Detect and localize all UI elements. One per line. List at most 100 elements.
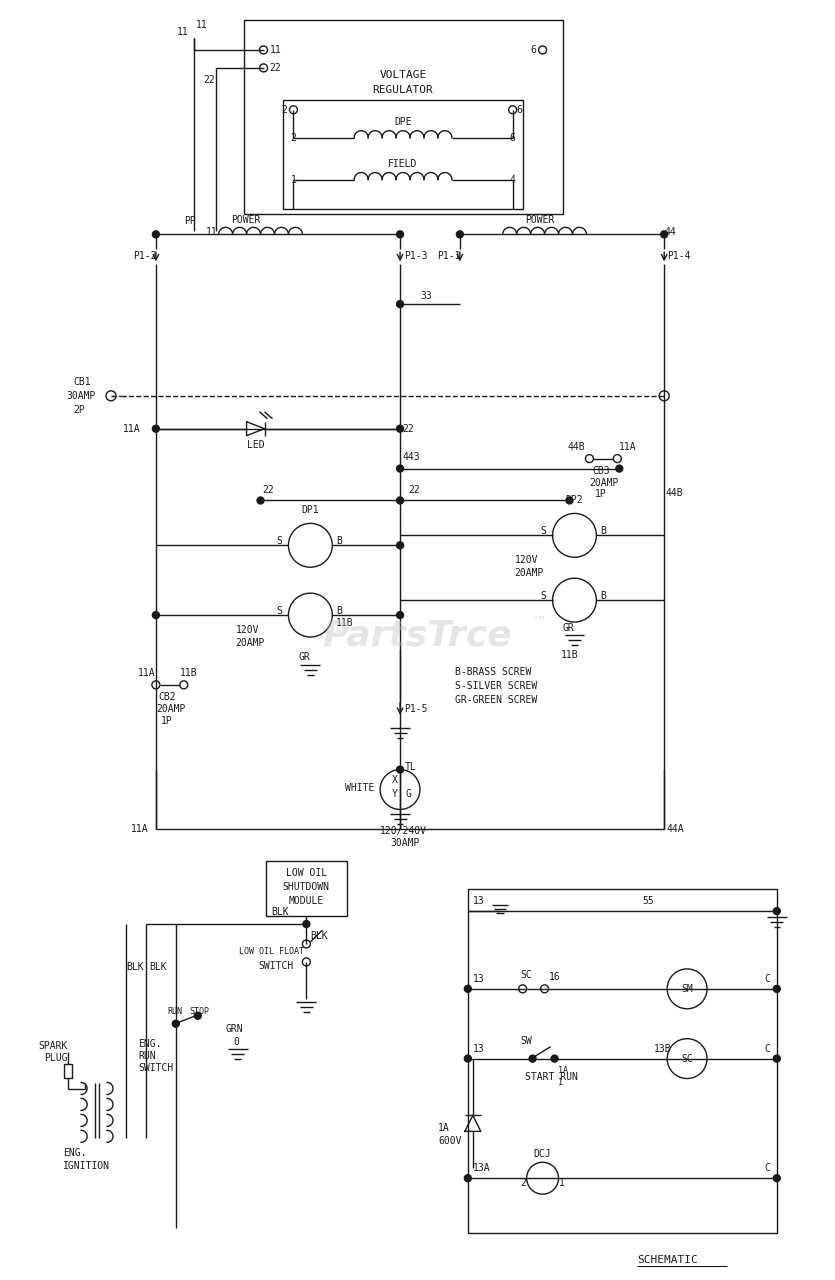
Text: B: B — [337, 607, 342, 616]
Text: 120/240V: 120/240V — [380, 827, 428, 836]
Text: B: B — [600, 526, 606, 536]
Text: TL: TL — [405, 762, 417, 772]
Text: 11: 11 — [177, 27, 189, 37]
Text: 20AMP: 20AMP — [235, 637, 265, 648]
Text: S-SILVER SCREW: S-SILVER SCREW — [455, 681, 537, 691]
Text: C: C — [765, 1164, 771, 1174]
Text: 2: 2 — [291, 133, 296, 142]
Text: MODULE: MODULE — [289, 896, 324, 906]
Text: SC: SC — [521, 970, 533, 980]
Text: B: B — [337, 536, 342, 547]
Circle shape — [303, 920, 310, 928]
Text: C: C — [765, 974, 771, 984]
Text: 1A: 1A — [558, 1066, 568, 1075]
Text: POWER: POWER — [525, 215, 554, 225]
Text: 1: 1 — [559, 1178, 564, 1188]
Text: VOLTAGE: VOLTAGE — [379, 70, 427, 79]
Text: 1P: 1P — [161, 716, 173, 726]
Text: 44B: 44B — [665, 489, 683, 498]
Text: S: S — [540, 591, 546, 602]
Text: 13: 13 — [473, 974, 484, 984]
Circle shape — [616, 465, 623, 472]
Bar — [468, 890, 777, 1233]
Circle shape — [464, 986, 471, 992]
Text: LED: LED — [246, 439, 265, 449]
Text: BLK: BLK — [311, 931, 328, 941]
Text: IGNITION: IGNITION — [63, 1161, 110, 1171]
Text: 13A: 13A — [473, 1164, 490, 1174]
Text: 30AMP: 30AMP — [66, 390, 95, 401]
Circle shape — [464, 1175, 471, 1181]
Circle shape — [257, 497, 264, 504]
Text: P1-1: P1-1 — [437, 251, 460, 261]
Text: 6: 6 — [517, 105, 523, 115]
Text: LOW OIL: LOW OIL — [286, 868, 327, 878]
Text: X: X — [392, 774, 398, 785]
Text: C: C — [765, 1043, 771, 1053]
Text: 22: 22 — [204, 74, 215, 84]
Circle shape — [660, 230, 668, 238]
Circle shape — [172, 1020, 180, 1028]
Text: 11A: 11A — [620, 442, 637, 452]
Text: PLUG: PLUG — [44, 1052, 68, 1062]
Text: S: S — [540, 526, 546, 536]
Text: SWITCH: SWITCH — [138, 1062, 173, 1073]
Text: B-BRASS SCREW: B-BRASS SCREW — [455, 667, 531, 677]
Circle shape — [397, 465, 403, 472]
Circle shape — [551, 1055, 558, 1062]
Text: SC: SC — [681, 1053, 693, 1064]
Circle shape — [773, 1175, 780, 1181]
Text: 6: 6 — [509, 133, 516, 142]
Text: SPARK: SPARK — [38, 1041, 68, 1051]
Circle shape — [397, 230, 403, 238]
Circle shape — [195, 1012, 201, 1019]
Text: P1-5: P1-5 — [404, 704, 428, 714]
Text: 16: 16 — [549, 972, 560, 982]
Text: CB2: CB2 — [159, 691, 176, 701]
Circle shape — [529, 1055, 536, 1062]
Text: 2: 2 — [281, 105, 287, 115]
Text: 22: 22 — [408, 485, 420, 495]
Text: 1A: 1A — [438, 1124, 450, 1133]
Circle shape — [773, 986, 780, 992]
Bar — [283, 100, 523, 210]
Text: 11: 11 — [205, 228, 217, 237]
Circle shape — [773, 908, 780, 915]
Text: DCJ: DCJ — [534, 1149, 551, 1160]
Text: 20AMP: 20AMP — [156, 704, 185, 714]
Text: ENG.: ENG. — [63, 1148, 87, 1158]
Text: DP1: DP1 — [301, 506, 319, 516]
Text: BLK: BLK — [149, 961, 166, 972]
Text: 1P: 1P — [595, 489, 606, 499]
Text: 120V: 120V — [514, 556, 539, 566]
Text: DPE: DPE — [394, 116, 412, 127]
Text: 55: 55 — [642, 896, 654, 906]
Text: 11: 11 — [195, 20, 207, 29]
Text: START RUN: START RUN — [524, 1071, 578, 1082]
Text: 11B: 11B — [337, 618, 354, 628]
Text: 33: 33 — [420, 291, 432, 301]
Text: S: S — [276, 536, 282, 547]
Text: WHITE: WHITE — [345, 782, 375, 792]
Text: 11: 11 — [270, 45, 281, 55]
Text: 20AMP: 20AMP — [514, 568, 544, 579]
Text: B: B — [600, 591, 606, 602]
Text: 13: 13 — [473, 896, 484, 906]
Text: RUN: RUN — [168, 1007, 183, 1016]
Text: 11B: 11B — [180, 668, 197, 678]
Text: 13B: 13B — [654, 1043, 672, 1053]
Circle shape — [397, 301, 403, 307]
Text: 30AMP: 30AMP — [390, 838, 419, 849]
Text: ™: ™ — [532, 614, 547, 630]
Text: RUN: RUN — [138, 1051, 155, 1061]
Text: 22: 22 — [270, 63, 281, 73]
Circle shape — [464, 1055, 471, 1062]
Text: P1-2: P1-2 — [133, 251, 156, 261]
Text: POWER: POWER — [231, 215, 261, 225]
Text: Y: Y — [392, 790, 398, 800]
Text: 6: 6 — [531, 45, 537, 55]
Text: SM: SM — [681, 984, 693, 993]
Text: P1-4: P1-4 — [667, 251, 691, 261]
Bar — [266, 861, 347, 916]
Text: 1: 1 — [558, 1078, 563, 1087]
